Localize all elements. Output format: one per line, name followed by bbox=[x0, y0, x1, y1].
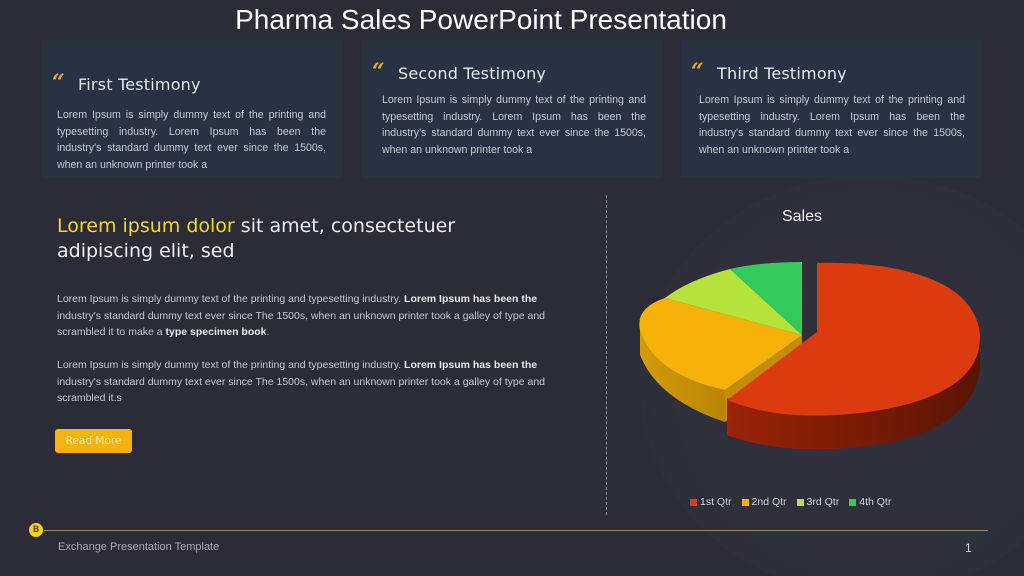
legend-swatch bbox=[849, 498, 857, 506]
testimonial-card-second: “ Second Testimony Lorem Ipsum is simply… bbox=[362, 40, 662, 178]
headline-rest: sit amet, consectetuer adipiscing elit, … bbox=[57, 215, 456, 262]
slice-2nd-qtr bbox=[639, 298, 802, 390]
bitcoin-icon: B bbox=[28, 522, 44, 538]
card-text: Lorem Ipsum is simply dummy text of the … bbox=[57, 109, 326, 171]
legend-label: 1st Qtr bbox=[700, 496, 732, 508]
sales-pie-chart bbox=[639, 262, 981, 450]
text-run: . bbox=[266, 326, 270, 339]
text-run: Lorem Ipsum is simply dummy text of the … bbox=[57, 359, 405, 371]
footer-rule bbox=[38, 530, 988, 531]
quote-icon: “ bbox=[691, 59, 704, 85]
dashed-divider bbox=[606, 195, 607, 515]
card-text: Lorem Ipsum is simply dummy text of the … bbox=[699, 94, 965, 156]
card-title: Third Testimony bbox=[717, 64, 847, 83]
slice-1st-qtr bbox=[727, 262, 981, 416]
legend-label: 2nd Qtr bbox=[751, 496, 787, 508]
headline-highlight: Lorem ipsum dolor bbox=[57, 215, 235, 237]
body-paragraph-1: Lorem Ipsum is simply dummy text of the … bbox=[57, 291, 547, 341]
text-run: industry's standard dummy text ever sinc… bbox=[57, 375, 546, 405]
slice-4th-qtr bbox=[730, 262, 802, 335]
legend-item-4th-qtr: 4th Qtr bbox=[849, 496, 891, 508]
legend-swatch bbox=[741, 498, 749, 506]
slide-title: Pharma Sales PowerPoint Presentation bbox=[235, 4, 727, 35]
card-header: “ First Testimony bbox=[52, 72, 201, 95]
quote-icon: “ bbox=[52, 70, 65, 96]
card-header: “ Second Testimony bbox=[372, 61, 546, 84]
legend-label: 3rd Qtr bbox=[806, 496, 840, 508]
testimonial-card-first: “ First Testimony Lorem Ipsum is simply … bbox=[42, 40, 342, 178]
chart-legend: 1st Qtr 2nd Qtr 3rd Qtr 4th Qtr bbox=[690, 496, 891, 508]
body-paragraph-2: Lorem Ipsum is simply dummy text of the … bbox=[57, 357, 547, 407]
bold-run: Lorem Ipsum has been the bbox=[404, 293, 538, 305]
chart-title: Sales bbox=[781, 208, 823, 225]
testimonial-card-third: “ Third Testimony Lorem Ipsum is simply … bbox=[681, 40, 981, 178]
quote-icon: “ bbox=[372, 59, 385, 85]
read-more-button[interactable]: Read More bbox=[55, 429, 132, 453]
legend-swatch bbox=[796, 498, 804, 506]
legend-item-3rd-qtr: 3rd Qtr bbox=[796, 496, 840, 508]
page-number: 1 bbox=[965, 541, 972, 555]
bold-run: Lorem Ipsum has been the bbox=[404, 359, 538, 371]
text-run: industry's standard dummy text ever sinc… bbox=[57, 309, 546, 339]
bold-run: type specimen book bbox=[165, 326, 267, 339]
card-text: Lorem Ipsum is simply dummy text of the … bbox=[382, 94, 646, 156]
card-title: Second Testimony bbox=[398, 64, 547, 83]
legend-item-1st-qtr: 1st Qtr bbox=[690, 496, 732, 508]
card-title: First Testimony bbox=[78, 75, 201, 94]
slice-1st-qtr-side bbox=[727, 335, 980, 450]
footer-text: Exchange Presentation Template bbox=[58, 541, 220, 553]
legend-swatch bbox=[690, 498, 697, 506]
legend-item-2nd-qtr: 2nd Qtr bbox=[741, 496, 787, 508]
card-header: “ Third Testimony bbox=[691, 61, 847, 84]
legend-label: 4th Qtr bbox=[859, 496, 892, 508]
section-headline: Lorem ipsum dolor sit amet, consectetuer… bbox=[57, 214, 557, 264]
text-run: Lorem Ipsum is simply dummy text of the … bbox=[57, 293, 405, 305]
slice-3rd-qtr bbox=[665, 269, 802, 335]
